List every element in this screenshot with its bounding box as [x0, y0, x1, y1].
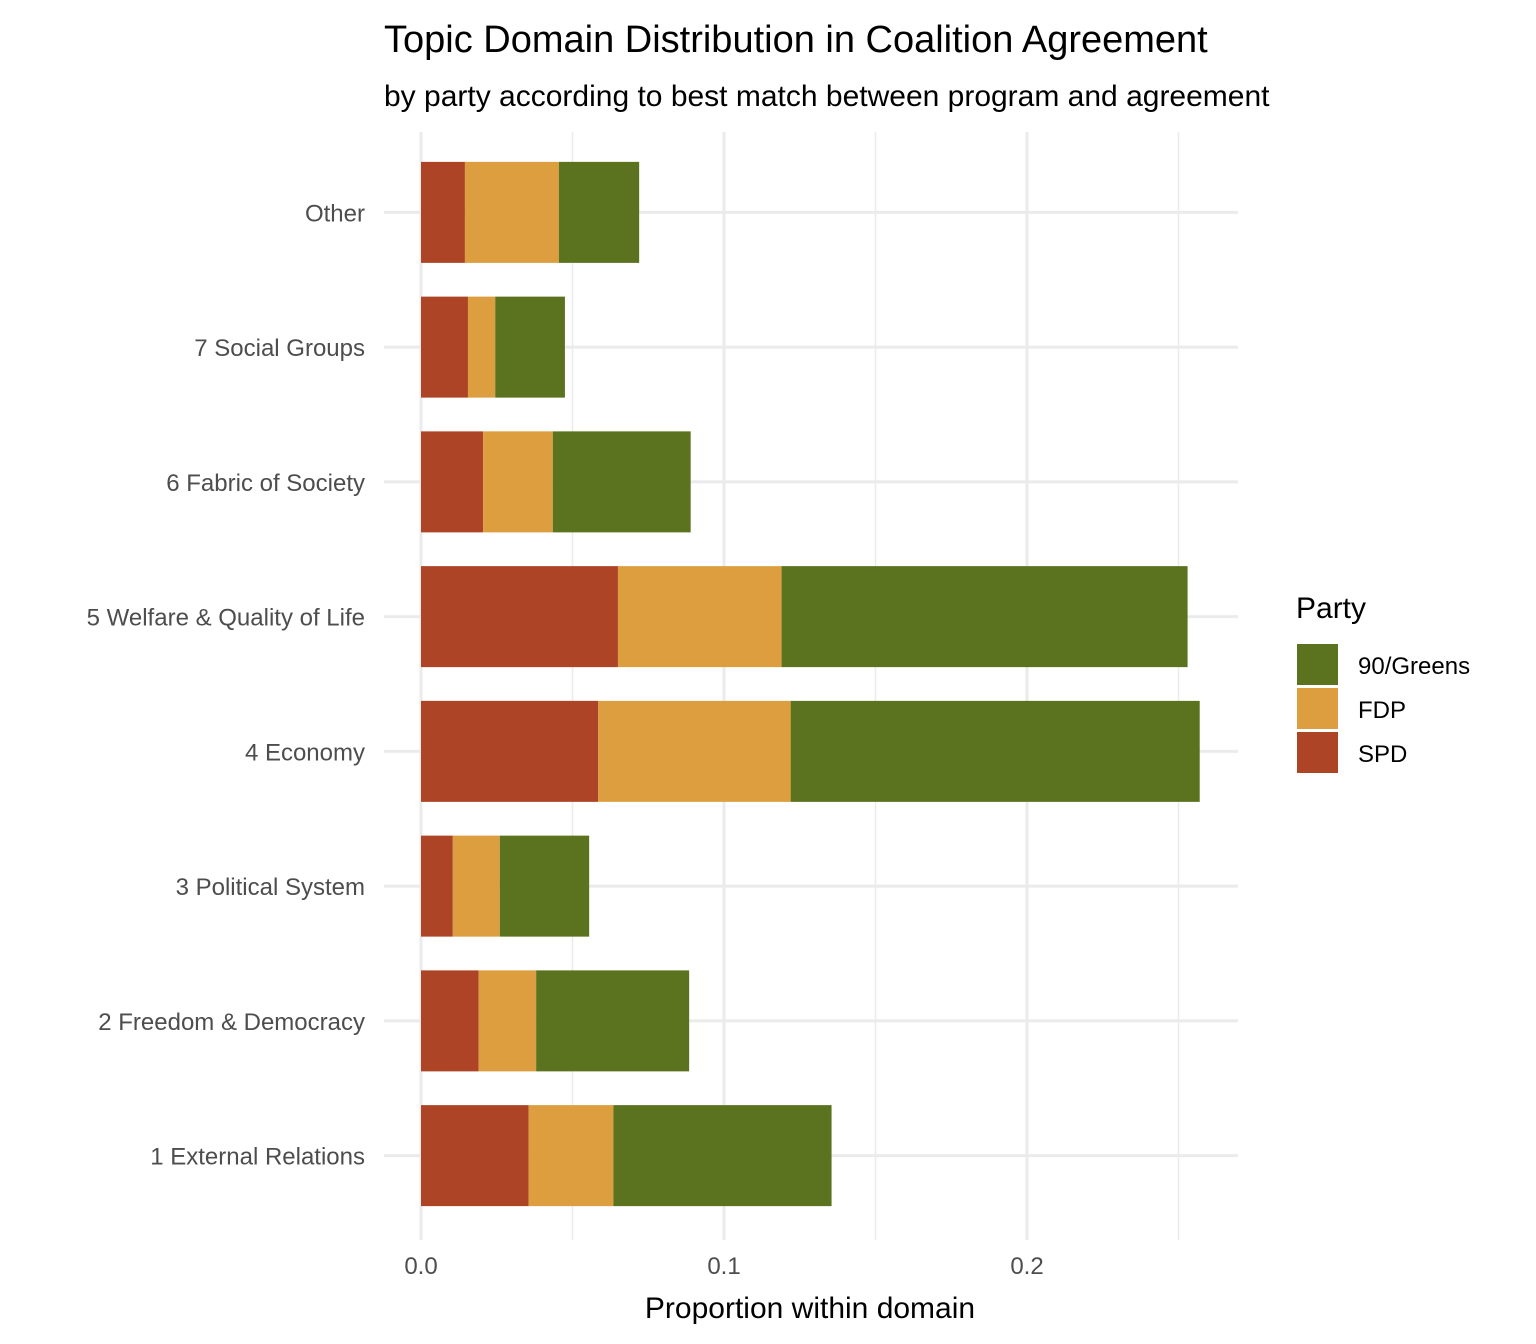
legend-label: FDP: [1358, 697, 1406, 724]
bar-segment: [421, 296, 468, 398]
bar-segment: [495, 296, 565, 398]
bar-segment: [781, 566, 1188, 668]
chart-subtitle: by party according to best match between…: [384, 80, 1270, 113]
y-tick-label: 2 Freedom & Democracy: [98, 1009, 365, 1036]
bar-segment: [467, 296, 496, 398]
bar-segment: [613, 1105, 832, 1207]
x-tick-label: 0.2: [1010, 1253, 1043, 1280]
bar-segment: [421, 970, 479, 1072]
bar-segment: [536, 970, 690, 1072]
bar-segment: [617, 566, 782, 668]
x-tick-label: 0.1: [707, 1253, 740, 1280]
legend-label: SPD: [1358, 741, 1407, 768]
bar-segment: [421, 835, 453, 937]
bar-segment: [790, 700, 1200, 802]
y-tick-label: 6 Fabric of Society: [166, 470, 365, 497]
x-axis-title: Proportion within domain: [645, 1292, 975, 1325]
y-tick-label: Other: [305, 200, 365, 227]
bar-segment: [421, 161, 465, 263]
bar-segment: [478, 970, 537, 1072]
y-tick-label: 3 Political System: [176, 874, 365, 901]
legend-items: 90/Greens FDP SPD: [1297, 644, 1470, 773]
bar-segment: [552, 431, 691, 533]
bar-segment: [421, 566, 618, 668]
legend: Party 90/Greens FDP SPD: [1296, 592, 1470, 773]
bars: [421, 161, 1200, 1207]
bar-segment: [558, 161, 640, 263]
y-tick-label: 1 External Relations: [150, 1144, 365, 1171]
bar-segment: [452, 835, 500, 937]
bar-segment: [421, 700, 599, 802]
legend-title: Party: [1296, 592, 1366, 625]
bar-segment: [464, 161, 559, 263]
x-tick-label: 0.0: [404, 1253, 437, 1280]
bar-segment: [499, 835, 590, 937]
legend-swatch: [1297, 688, 1338, 729]
y-tick-label: 5 Welfare & Quality of Life: [87, 605, 365, 632]
y-tick-label: 4 Economy: [245, 739, 365, 766]
x-axis-tick-labels: 0.0 0.1 0.2: [404, 1253, 1043, 1280]
legend-swatch: [1297, 644, 1338, 685]
bar-segment: [421, 1105, 529, 1207]
bar-segment: [598, 700, 791, 802]
bar-segment: [483, 431, 553, 533]
y-tick-label: 7 Social Groups: [194, 335, 365, 362]
chart-title: Topic Domain Distribution in Coalition A…: [384, 19, 1208, 61]
y-axis-tick-labels: Other 7 Social Groups 6 Fabric of Society 5…: [87, 200, 365, 1170]
legend-label: 90/Greens: [1358, 653, 1470, 680]
legend-swatch: [1297, 732, 1338, 773]
bar-segment: [528, 1105, 614, 1207]
bar-segment: [421, 431, 484, 533]
